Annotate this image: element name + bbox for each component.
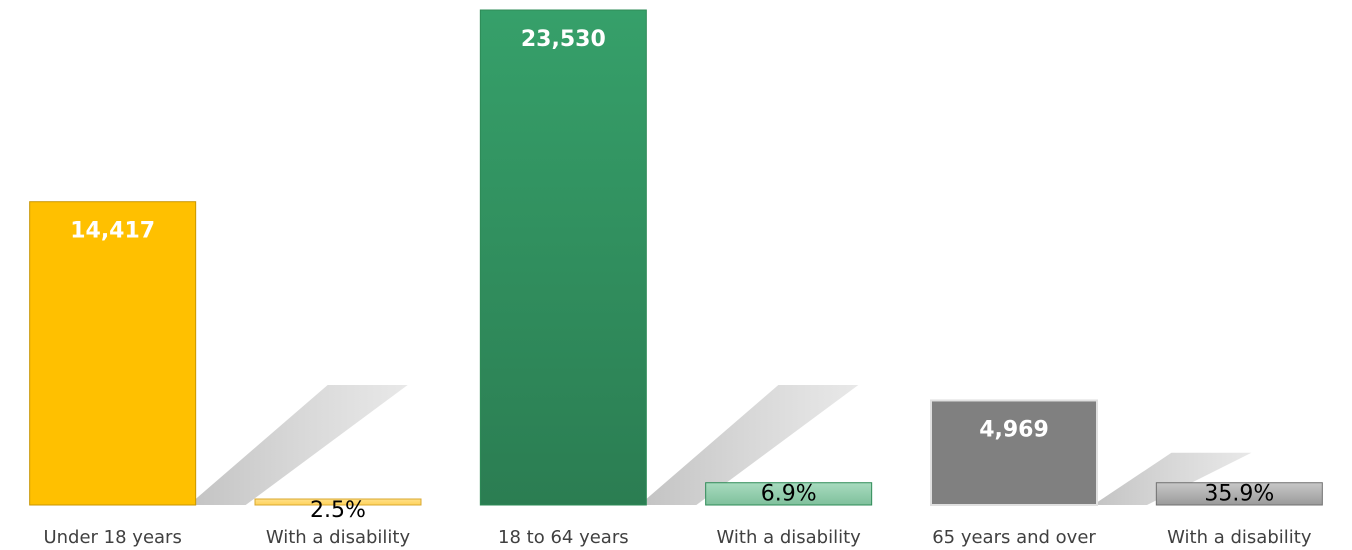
data-label: 35.9%	[1204, 482, 1274, 507]
data-label: 2.5%	[310, 498, 366, 523]
data-label: 14,417	[70, 219, 155, 244]
category-label: With a disability	[717, 527, 862, 548]
bars	[29, 9, 1323, 507]
data-label: 4,969	[979, 417, 1049, 442]
category-labels: Under 18 years With a disability 18 to 64 …	[43, 527, 1311, 548]
category-label: Under 18 years	[43, 527, 181, 548]
bar	[705, 482, 873, 506]
category-label: With a disability	[266, 527, 411, 548]
category-label: 18 to 64 years	[498, 527, 629, 548]
bar	[479, 9, 647, 506]
bar	[29, 201, 197, 506]
value-labels: 14,417 2.5% 23,530 6.9% 4,969 35.9%	[70, 27, 1274, 523]
bar	[254, 498, 422, 506]
data-label: 23,530	[521, 27, 606, 52]
bar	[1155, 482, 1323, 506]
category-label: With a disability	[1167, 527, 1312, 548]
data-label: 6.9%	[761, 482, 817, 507]
bar-shadow	[195, 385, 408, 505]
category-label: 65 years and over	[932, 527, 1096, 548]
bar-shadows	[195, 385, 1252, 505]
bar-shadow	[646, 385, 859, 505]
bar-shadow	[1097, 452, 1252, 505]
bar	[930, 399, 1098, 507]
